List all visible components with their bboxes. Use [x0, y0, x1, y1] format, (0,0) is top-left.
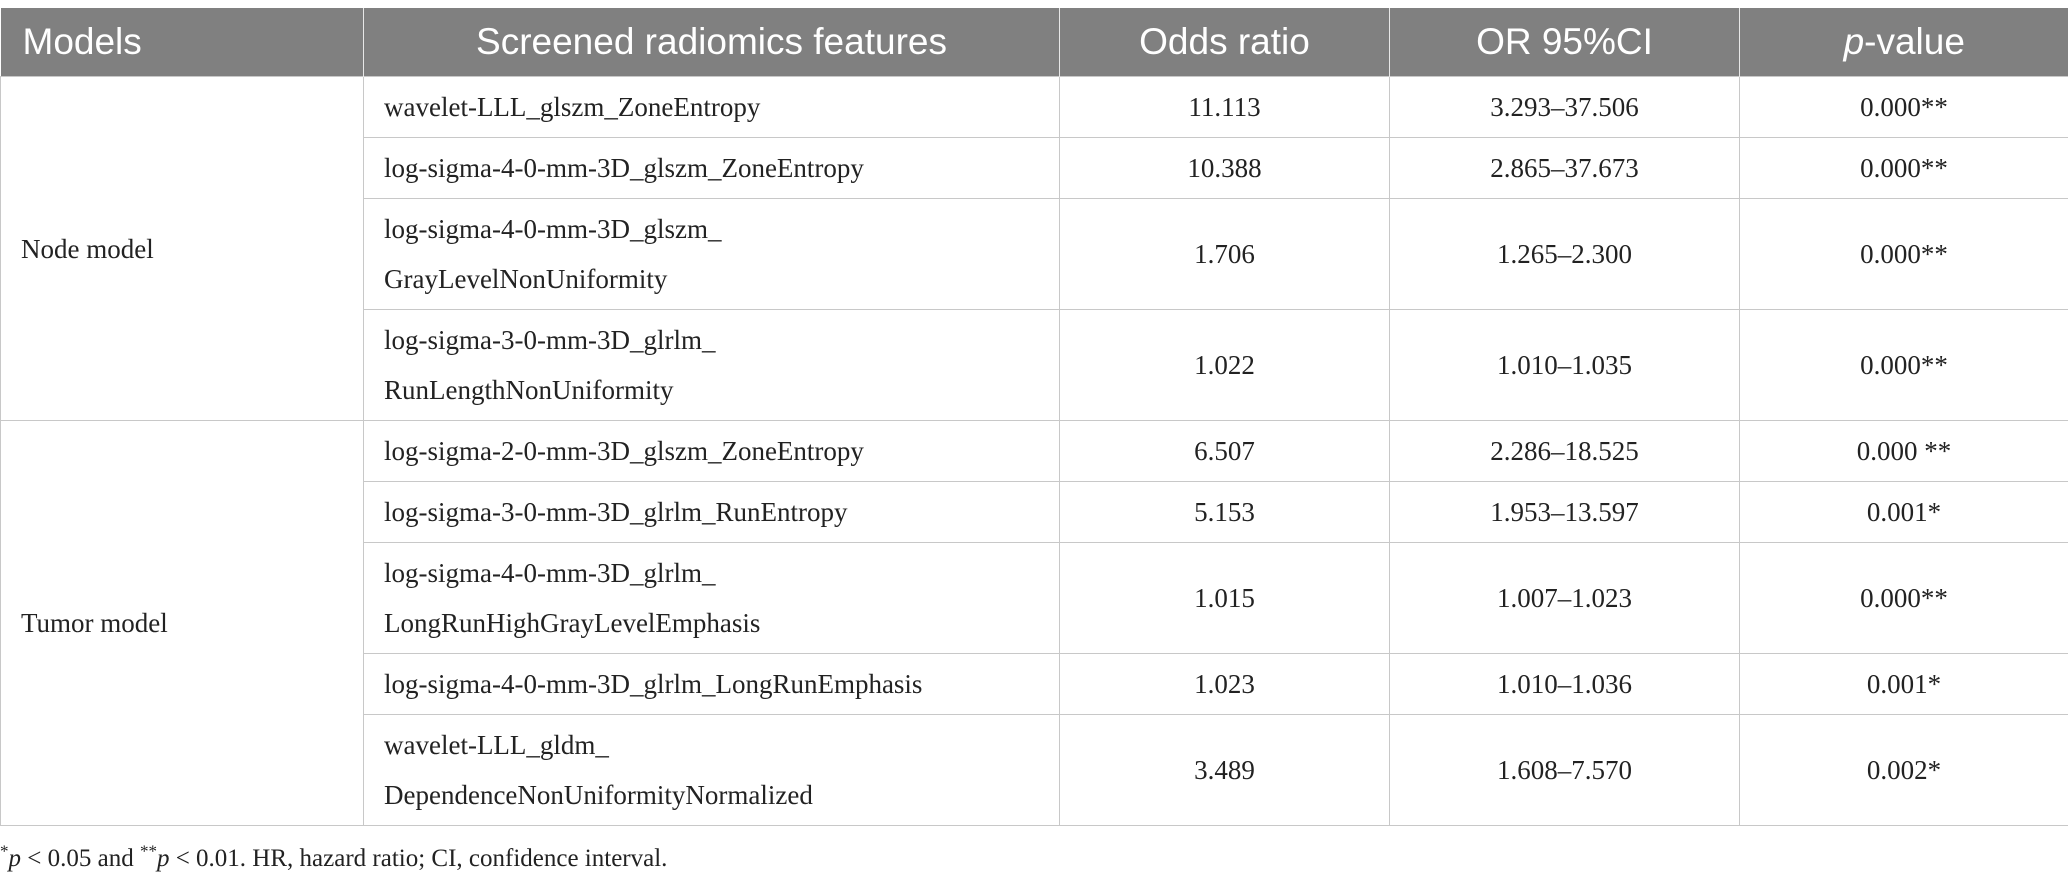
table-footnote: *p < 0.05 and **p < 0.01. HR, hazard rat…	[0, 841, 668, 873]
radiomics-features-table: Models Screened radiomics features Odds …	[0, 8, 2068, 826]
p-value-cell: 0.000**	[1739, 198, 2068, 310]
table-row: log-sigma-4-0-mm-3D_glrlm_LongRunEmphasi…	[1, 653, 2068, 715]
footnote-text-2: < 0.01. HR, hazard ratio; CI, confidence…	[169, 845, 668, 872]
odds-ratio-cell: 1.015	[1059, 542, 1390, 654]
p-value-cell: 0.000**	[1739, 76, 2068, 138]
feature-cell: log-sigma-4-0-mm-3D_glrlm_ LongRunHighGra…	[363, 542, 1060, 654]
header-features: Screened radiomics features	[363, 8, 1060, 77]
feature-name-line: log-sigma-4-0-mm-3D_glrlm_LongRunEmphasi…	[384, 669, 923, 699]
ci-cell: 1.953–13.597	[1389, 481, 1740, 543]
footnote-p-1: p	[8, 845, 22, 872]
feature-cell: log-sigma-4-0-mm-3D_glszm_ZoneEntropy	[363, 137, 1060, 199]
p-value-cell: 0.000**	[1739, 309, 2068, 421]
header-p-italic: p	[1843, 21, 1865, 62]
odds-ratio-cell: 1.022	[1059, 309, 1390, 421]
feature-cell: log-sigma-3-0-mm-3D_glrlm_RunEntropy	[363, 481, 1060, 543]
feature-name-line: log-sigma-4-0-mm-3D_glszm_ZoneEntropy	[384, 153, 864, 183]
footnote-star-2: **	[139, 841, 157, 861]
p-value-cell: 0.000 **	[1739, 420, 2068, 482]
feature-name-line: wavelet-LLL_gldm_	[384, 730, 609, 760]
footnote-text-1: < 0.05 and	[21, 845, 140, 872]
feature-cell: log-sigma-2-0-mm-3D_glszm_ZoneEntropy	[363, 420, 1060, 482]
p-value-cell: 0.000**	[1739, 137, 2068, 199]
feature-cell: log-sigma-4-0-mm-3D_glszm_ GrayLevelNonUn…	[363, 198, 1060, 310]
odds-ratio-cell: 11.113	[1059, 76, 1390, 138]
p-value-cell: 0.002*	[1739, 714, 2068, 826]
odds-ratio-cell: 10.388	[1059, 137, 1390, 199]
ci-cell: 3.293–37.506	[1389, 76, 1740, 138]
p-value-cell: 0.001*	[1739, 481, 2068, 543]
header-p-value: p-value	[1739, 8, 2068, 77]
feature-name-line: log-sigma-2-0-mm-3D_glszm_ZoneEntropy	[384, 436, 864, 466]
ci-cell: 1.010–1.035	[1389, 309, 1740, 421]
header-odds-ratio: Odds ratio	[1059, 8, 1390, 77]
odds-ratio-cell: 5.153	[1059, 481, 1390, 543]
feature-cell: wavelet-LLL_gldm_ DependenceNonUniformity…	[363, 714, 1060, 826]
table-row: log-sigma-3-0-mm-3D_glrlm_ RunLengthNonUn…	[1, 309, 2068, 421]
table-row: log-sigma-4-0-mm-3D_glrlm_ LongRunHighGra…	[1, 542, 2068, 654]
feature-name-line: log-sigma-4-0-mm-3D_glszm_	[384, 214, 722, 244]
table-body: Node model wavelet-LLL_glszm_ZoneEntropy 1…	[0, 76, 2068, 826]
ci-cell: 1.007–1.023	[1389, 542, 1740, 654]
feature-cell: log-sigma-3-0-mm-3D_glrlm_ RunLengthNonUn…	[363, 309, 1060, 421]
ci-cell: 2.865–37.673	[1389, 137, 1740, 199]
header-ci: OR 95%CI	[1389, 8, 1740, 77]
feature-name-line: DependenceNonUniformityNormalized	[384, 780, 813, 810]
feature-name-line: RunLengthNonUniformity	[384, 375, 674, 405]
ci-cell: 1.265–2.300	[1389, 198, 1740, 310]
header-models: Models	[0, 8, 364, 77]
odds-ratio-cell: 6.507	[1059, 420, 1390, 482]
feature-name-line: log-sigma-3-0-mm-3D_glrlm_RunEntropy	[384, 497, 848, 527]
table-row: wavelet-LLL_gldm_ DependenceNonUniformity…	[1, 714, 2068, 826]
ci-cell: 1.608–7.570	[1389, 714, 1740, 826]
results-table-container: Models Screened radiomics features Odds …	[0, 8, 2068, 826]
p-value-cell: 0.001*	[1739, 653, 2068, 715]
model-name-cell: Node model	[0, 76, 364, 421]
footnote-p-2: p	[156, 845, 170, 872]
model-name-cell: Tumor model	[0, 420, 364, 826]
feature-name-line: LongRunHighGrayLevelEmphasis	[384, 608, 761, 638]
header-p-rest: -value	[1864, 21, 1965, 62]
table-header-row: Models Screened radiomics features Odds …	[0, 8, 2068, 77]
ci-cell: 1.010–1.036	[1389, 653, 1740, 715]
feature-cell: log-sigma-4-0-mm-3D_glrlm_LongRunEmphasi…	[363, 653, 1060, 715]
table-row: log-sigma-4-0-mm-3D_glszm_ GrayLevelNonUn…	[1, 198, 2068, 310]
feature-name-line: wavelet-LLL_glszm_ZoneEntropy	[384, 92, 761, 122]
odds-ratio-cell: 3.489	[1059, 714, 1390, 826]
feature-name-line: log-sigma-3-0-mm-3D_glrlm_	[384, 325, 716, 355]
odds-ratio-cell: 1.023	[1059, 653, 1390, 715]
feature-name-line: GrayLevelNonUniformity	[384, 264, 668, 294]
feature-cell: wavelet-LLL_glszm_ZoneEntropy	[363, 76, 1060, 138]
table-row: Node model wavelet-LLL_glszm_ZoneEntropy 1…	[0, 76, 2068, 421]
footnote-star-1: *	[0, 841, 9, 861]
feature-name-line: log-sigma-4-0-mm-3D_glrlm_	[384, 558, 716, 588]
ci-cell: 2.286–18.525	[1389, 420, 1740, 482]
table-row: Tumor model log-sigma-2-0-mm-3D_glszm_Zon…	[0, 420, 2068, 826]
odds-ratio-cell: 1.706	[1059, 198, 1390, 310]
p-value-cell: 0.000**	[1739, 542, 2068, 654]
